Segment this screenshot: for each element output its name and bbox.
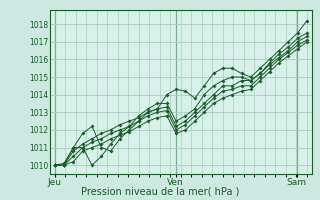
Text: Pression niveau de la mer( hPa ): Pression niveau de la mer( hPa )	[81, 186, 239, 196]
